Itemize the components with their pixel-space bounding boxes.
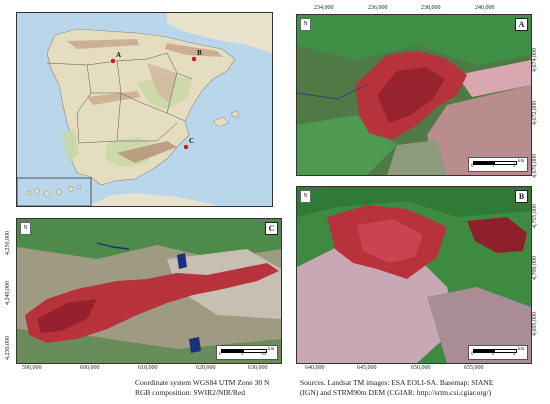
burned-area	[467, 217, 527, 253]
scale-unit: km	[268, 347, 275, 352]
panel-b-label: B	[515, 190, 528, 203]
canary-islands	[26, 184, 82, 198]
site-label-a: A	[116, 51, 122, 59]
relief-central-system	[87, 91, 141, 105]
scale-bar-graphic	[221, 349, 267, 353]
scale-unit: km	[518, 159, 525, 164]
north-arrow-icon: N	[20, 222, 31, 235]
scale-label: 4	[513, 352, 516, 357]
panel-a-satellite-image: A N 0 1 2 km	[296, 14, 532, 176]
panel-a-x-tick: 236,000	[368, 5, 388, 11]
site-marker-b	[191, 56, 197, 62]
scale-label: 0	[219, 352, 222, 357]
north-arrow-icon: N	[300, 190, 311, 203]
bare-ground	[297, 247, 457, 363]
vegetation-patch	[17, 329, 281, 363]
reservoir	[177, 253, 187, 269]
panel-c-y-tick: 4,240,000	[5, 281, 11, 305]
panel-c-x-tick: 630,000	[248, 365, 268, 371]
caption-sources: Sources. Landsat TM images: ESA EOLI-SA.…	[300, 378, 494, 387]
admin-borders	[46, 52, 193, 144]
overview-map-svg	[17, 13, 272, 206]
balearic-islands	[212, 110, 240, 128]
panel-c-label: C	[265, 222, 278, 235]
panel-b-y-tick: 4,695,000	[532, 312, 538, 336]
relief-cantabrian	[67, 39, 139, 49]
relief-lowland	[61, 129, 79, 163]
burned-area-core	[357, 219, 423, 263]
panel-c-image-svg	[17, 219, 281, 363]
panel-b-y-tick: 4,705,000	[532, 204, 538, 228]
panel-a-image-svg	[297, 15, 531, 175]
scale-bar-graphic	[473, 349, 517, 353]
scale-label: 0	[471, 164, 474, 169]
overview-map: A B C	[16, 12, 273, 207]
vegetation-patch	[17, 219, 281, 259]
caption-left: Coordinate system WGS84 UTM Zone 30 N RG…	[135, 378, 269, 398]
panel-b-x-tick: 645,000	[357, 365, 377, 371]
panel-a-y-tick: 4,672,000	[532, 101, 538, 125]
caption-coordinate-system: Coordinate system WGS84 UTM Zone 30 N	[135, 378, 270, 387]
panel-c-y-tick: 4,250,000	[5, 231, 11, 255]
panel-c-y-tick: 4,230,000	[5, 336, 11, 360]
panel-a-x-tick: 234,000	[314, 5, 334, 11]
relief-betic	[117, 141, 177, 163]
panel-a-x-tick: 238,000	[421, 5, 441, 11]
river	[297, 84, 368, 100]
burned-area-core	[37, 299, 97, 333]
panel-a-scale-bar: 0 1 2 km	[468, 157, 528, 172]
panel-b-satellite-image: B N 0 2 4 km	[296, 186, 532, 364]
caption-rgb-composition: RGB composition: SWIR2/NIR/Red	[135, 388, 246, 397]
panel-c-x-tick: 590,000	[22, 365, 42, 371]
burned-area-core	[377, 67, 445, 123]
scale-label: 10	[261, 352, 266, 357]
site-label-c: C	[189, 137, 195, 145]
panel-c-satellite-image: C N 0 5 10 km	[16, 218, 282, 364]
site-label-b: B	[197, 49, 202, 57]
france-landmass	[167, 13, 272, 53]
panel-c-x-tick: 620,000	[196, 365, 216, 371]
scale-unit: km	[518, 347, 525, 352]
scale-label: 0	[471, 352, 474, 357]
relief-iberian-system	[147, 63, 177, 103]
vegetation-patch	[297, 187, 531, 217]
panel-c-scale-bar: 0 5 10 km	[216, 345, 278, 360]
agricultural-fields	[457, 60, 531, 97]
vegetation-patch	[297, 15, 531, 65]
scale-label: 2	[513, 164, 516, 169]
panel-a-label: A	[515, 18, 528, 31]
agricultural-fields	[427, 85, 531, 175]
burned-area	[25, 263, 279, 343]
panel-b-x-tick: 655,000	[464, 365, 484, 371]
panel-b-y-tick: 4,700,000	[532, 256, 538, 280]
scale-label: 2	[492, 352, 495, 357]
scale-label: 1	[492, 164, 495, 169]
panel-b-x-tick: 650,000	[411, 365, 431, 371]
site-marker-c	[183, 144, 189, 150]
panel-b-image-svg	[297, 187, 531, 363]
africa-landmass	[87, 193, 217, 206]
river	[96, 242, 130, 250]
bare-ground	[427, 287, 531, 363]
site-marker-a	[110, 58, 116, 64]
panel-b-x-tick: 640,000	[305, 365, 325, 371]
scale-bar-graphic	[473, 161, 517, 165]
agricultural-fields	[387, 140, 447, 175]
caption-right: Sources. Landsat TM images: ESA EOLI-SA.…	[300, 378, 493, 398]
panel-c-x-tick: 610,000	[138, 365, 158, 371]
relief-pyrenees	[165, 43, 223, 57]
panel-c-x-tick: 600,000	[80, 365, 100, 371]
north-arrow-icon: N	[300, 18, 311, 31]
panel-a-x-tick: 240,000	[475, 5, 495, 11]
panel-a-y-tick: 4,670,000	[532, 154, 538, 178]
reservoir	[189, 337, 201, 353]
caption-sources-continued: (IGN) and STRM90m DEM (CGIAR: http://srt…	[300, 388, 492, 397]
panel-a-y-tick: 4,674,000	[532, 48, 538, 72]
panel-b-scale-bar: 0 2 4 km	[468, 345, 528, 360]
iberian-peninsula	[46, 28, 236, 186]
scale-label: 5	[241, 352, 244, 357]
